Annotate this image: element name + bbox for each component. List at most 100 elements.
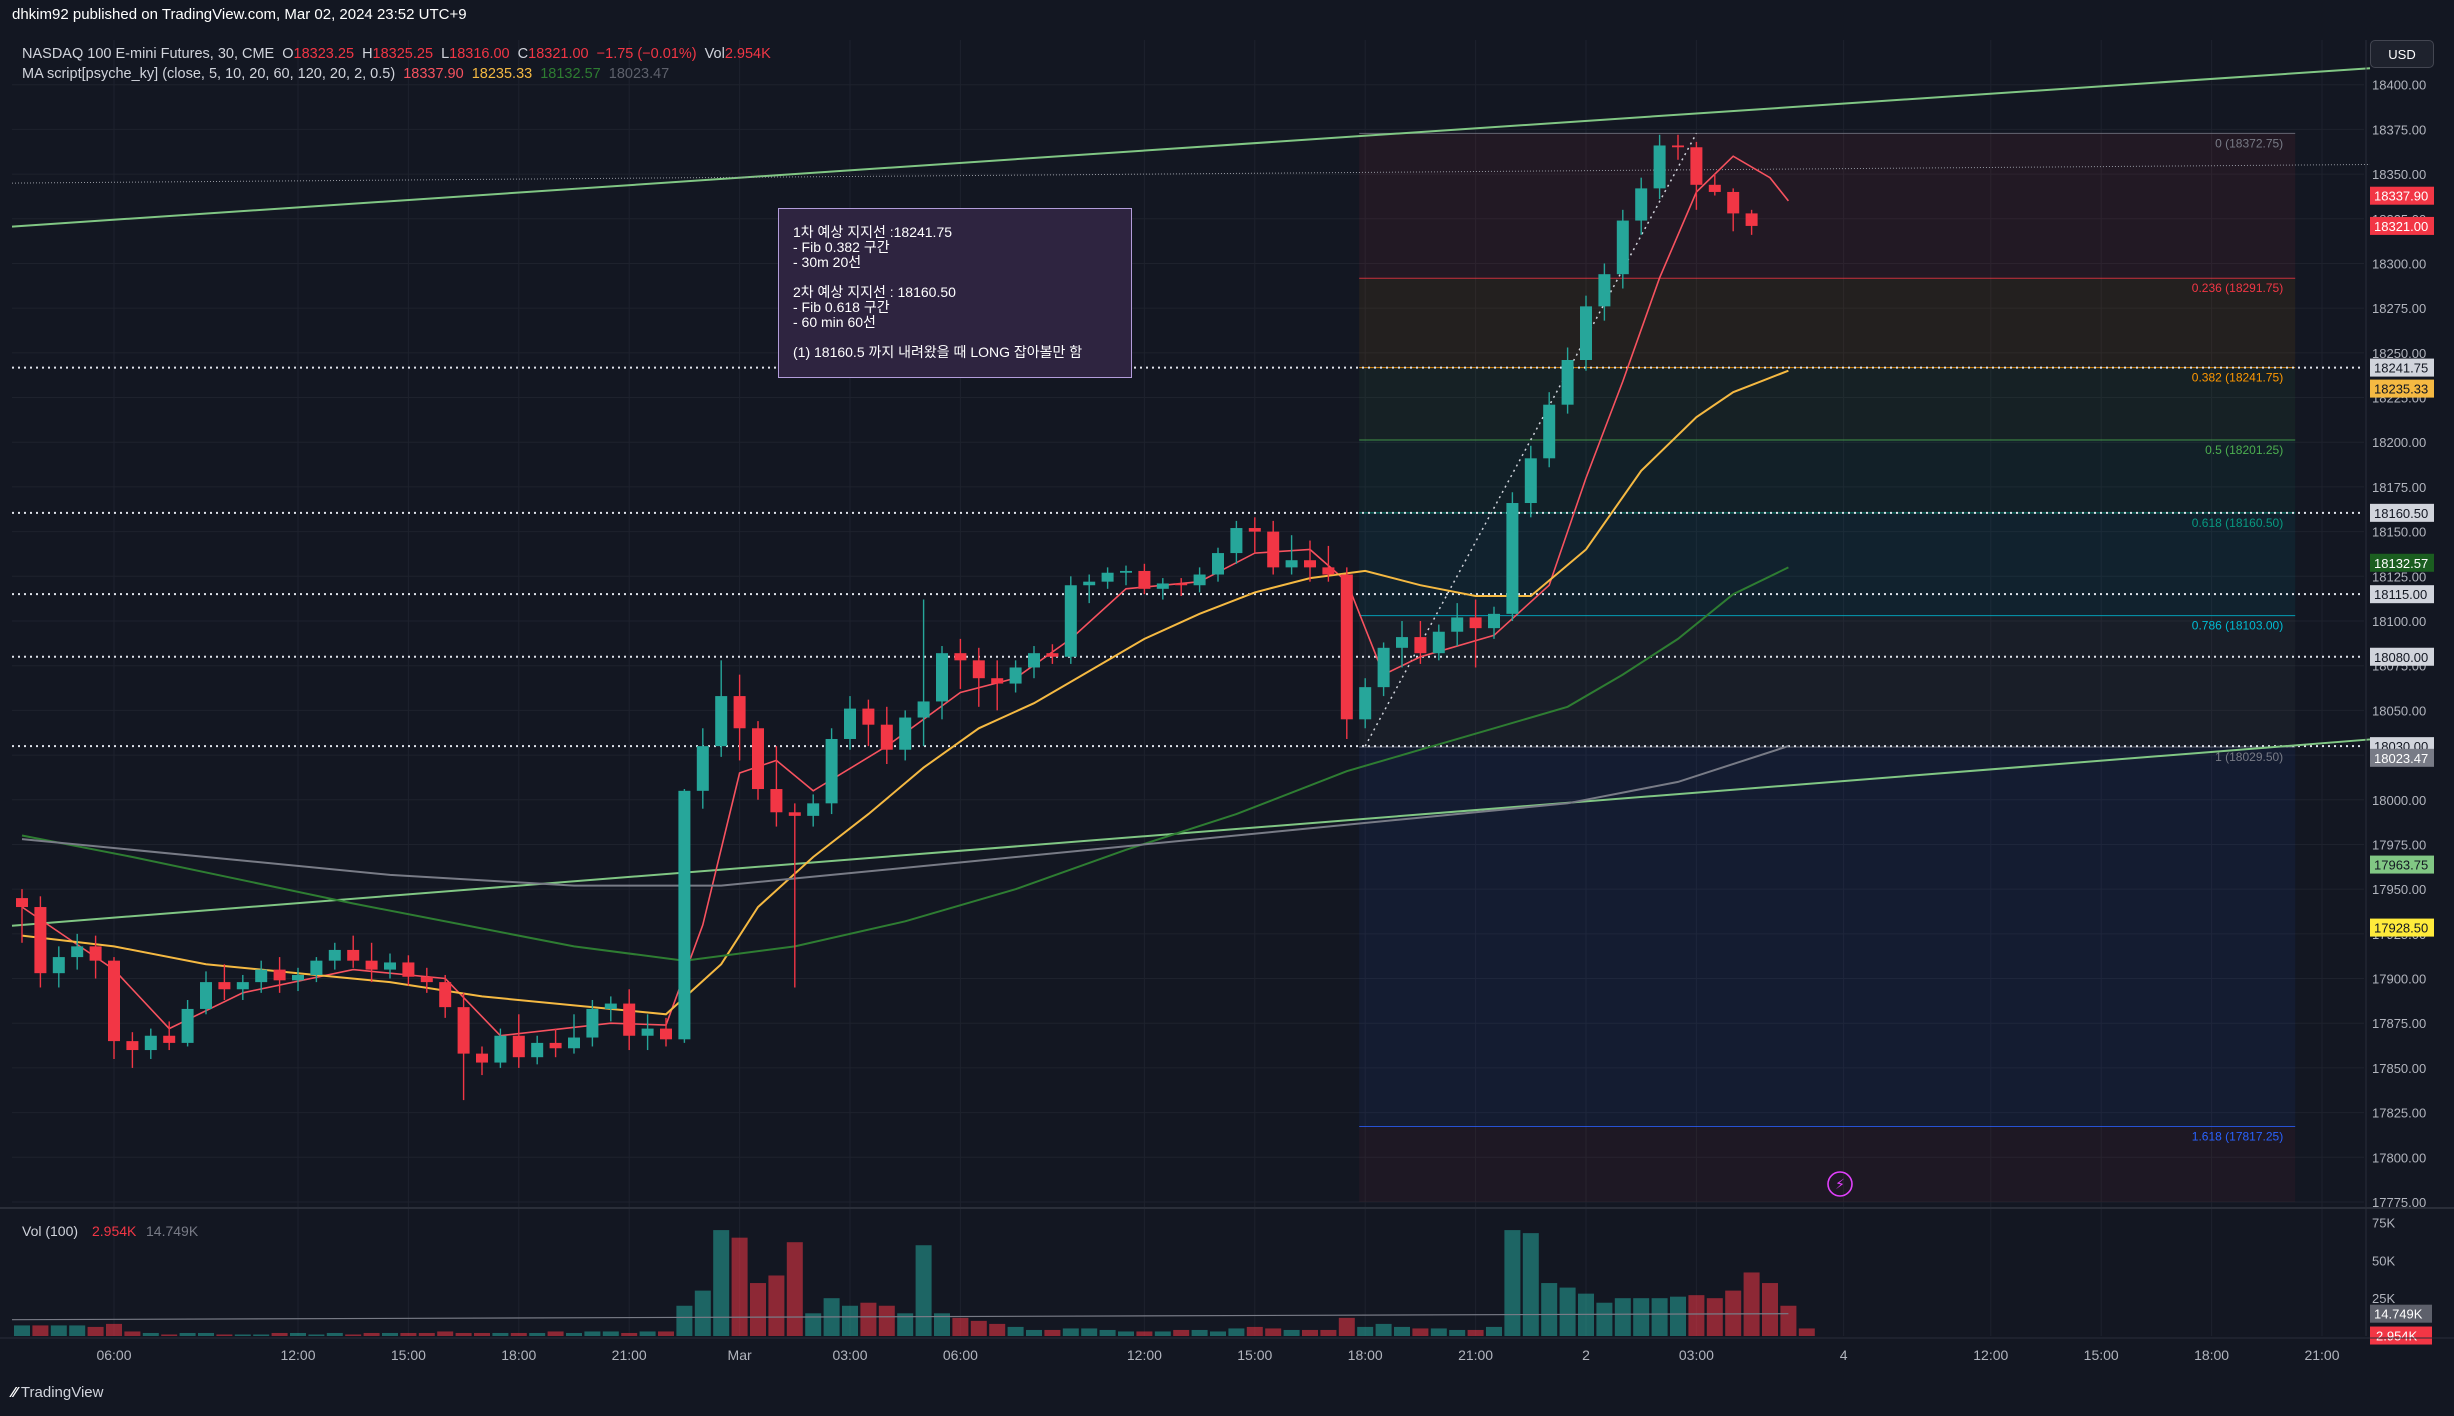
currency-button[interactable]: USD (2370, 40, 2434, 68)
volume-bar (32, 1325, 49, 1336)
lightning-icon-glyph: ⚡ (1835, 1176, 1845, 1192)
volume-bar (584, 1331, 601, 1336)
candle-body (1212, 553, 1224, 575)
candle-body (1230, 528, 1243, 554)
volume-bar (161, 1334, 178, 1336)
fib-level-label: 0.786 (18103.00) (2192, 619, 2283, 633)
candle-body (531, 1042, 544, 1058)
volume-axis-tick: 25K (2372, 1291, 2395, 1306)
ma-60-line (21, 566, 1789, 962)
volume-bar (915, 1245, 932, 1336)
fib-zone (1359, 278, 2296, 368)
volume-bar (124, 1331, 141, 1336)
candle-body (1028, 653, 1040, 668)
fib-level-label: 0.236 (18291.75) (2192, 281, 2283, 295)
candle-body (825, 738, 838, 804)
candle-body (71, 946, 84, 958)
volume-bar (50, 1325, 67, 1336)
candle-body (1727, 191, 1740, 214)
candle (715, 660, 728, 757)
ma-legend-name[interactable]: MA script[psyche_ky] (close, 5, 10, 20, … (22, 66, 396, 82)
candle (218, 964, 231, 1000)
volume-bar (308, 1334, 325, 1336)
candle (660, 1017, 672, 1047)
candle (696, 728, 709, 809)
volume-bar (290, 1332, 306, 1336)
volume-bar (1062, 1328, 1079, 1336)
price-tag (2370, 358, 2434, 377)
grid (12, 40, 2364, 1336)
price-axis-tick: 17875.00 (2372, 1016, 2426, 1031)
candle-body (1708, 184, 1721, 192)
price-tag (2370, 585, 2434, 604)
volume-bar (989, 1323, 1006, 1336)
volume-bar (1173, 1329, 1190, 1336)
price-tag-text: 18080.00 (2374, 650, 2428, 665)
volume-bar (1210, 1331, 1226, 1336)
ma-120-line (21, 745, 1789, 887)
candle (604, 996, 617, 1022)
ohlc-volume: Vol2.954K (704, 46, 771, 62)
volume-bar (1338, 1317, 1355, 1336)
trendline (11, 67, 2371, 228)
candle (1322, 545, 1335, 582)
candle (144, 1028, 157, 1059)
ma-legend: MA script[psyche_ky] (close, 5, 10, 20, … (22, 66, 673, 82)
time-axis-tick: 21:00 (612, 1347, 647, 1363)
candle (89, 935, 102, 979)
candle (200, 971, 212, 1015)
volume-average-value: 14.749K (146, 1223, 199, 1239)
candle (1727, 188, 1740, 232)
ohlc-high: H18325.25 (362, 46, 434, 62)
price-tag-text: 17963.75 (2374, 858, 2428, 873)
volume-bar (1504, 1230, 1521, 1336)
candle (1304, 540, 1316, 582)
volume-bar (326, 1332, 343, 1336)
candle (1046, 644, 1059, 664)
candle (512, 1014, 525, 1068)
candle-body (641, 1028, 654, 1036)
candle (1396, 621, 1408, 668)
candle (1451, 603, 1464, 647)
candle (347, 935, 360, 968)
volume-average-line (11, 1313, 1789, 1321)
volume-bar (658, 1331, 674, 1336)
candle (1543, 392, 1556, 468)
candle-body (1083, 581, 1096, 586)
candle-body (439, 982, 452, 1008)
candle-body (420, 976, 433, 983)
price-axis-tick: 18350.00 (2372, 167, 2426, 182)
candle-body (623, 1003, 636, 1036)
candle-body (1377, 647, 1390, 688)
candle-body (1561, 359, 1574, 405)
candle-body (144, 1035, 157, 1051)
candle (770, 746, 783, 827)
symbol-name[interactable]: NASDAQ 100 E-mini Futures, 30, CME (22, 46, 275, 62)
candle (439, 974, 452, 1018)
lightning-icon-ring (1827, 1171, 1853, 1197)
candle (1009, 660, 1022, 693)
candle (623, 989, 636, 1051)
candle (1469, 599, 1482, 668)
volume-axis-tick: 50K (2372, 1253, 2395, 1268)
analysis-note[interactable]: 1차 예상 지지선 :18241.75 - Fib 0.382 구간 - 30m… (778, 208, 1132, 378)
fib-zone (1359, 1126, 2296, 1202)
ohlc-low: L18316.00 (441, 46, 510, 62)
volume-bar (1357, 1326, 1374, 1336)
candle-body (1175, 583, 1188, 586)
price-axis-tick: 17800.00 (2372, 1150, 2426, 1165)
tradingview-logo-icon: ⁄⁄ (12, 1384, 18, 1401)
tradingview-brand: TradingView (20, 1384, 104, 1401)
candle-body (1524, 458, 1537, 504)
time-axis-tick: 21:00 (2304, 1347, 2339, 1363)
volume-bar (1651, 1298, 1668, 1336)
fib-level-label: 1 (18029.50) (2215, 750, 2283, 764)
tradingview-footer[interactable]: ⁄⁄ TradingView (12, 1384, 103, 1401)
candle-body (1580, 306, 1592, 360)
price-tag (2370, 379, 2434, 398)
candle (788, 803, 801, 988)
candle-body (89, 946, 102, 961)
volume-bar (1246, 1326, 1263, 1336)
candle-body (494, 1035, 507, 1063)
